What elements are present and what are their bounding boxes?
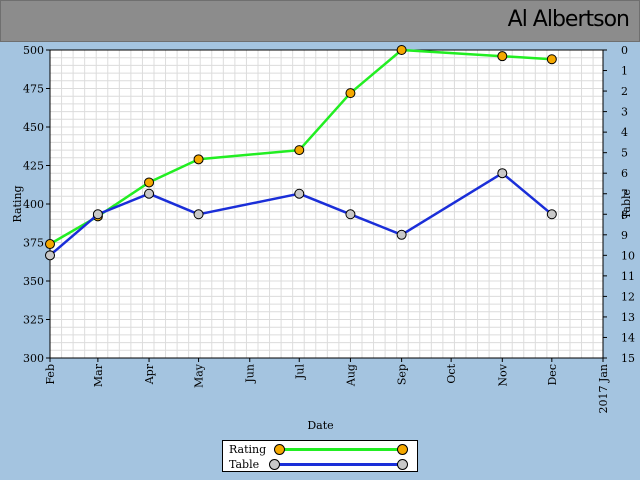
y2-tick-label: 13: [621, 311, 635, 324]
data-point-table: [294, 188, 305, 199]
legend: Rating Table: [222, 440, 418, 472]
x-tick-label: Dec: [546, 364, 559, 386]
y-tick-label: 300: [23, 352, 44, 365]
legend-marker-table: [397, 459, 408, 470]
legend-item-table: Table: [223, 458, 417, 471]
x-tick-label: Jul: [293, 364, 306, 380]
data-point-table: [92, 209, 103, 220]
data-point-rating: [497, 51, 508, 62]
y2-tick-label: 4: [621, 126, 628, 139]
x-tick-label: Aug: [344, 364, 357, 387]
y2-tick-label: 11: [621, 270, 635, 283]
legend-swatch-rating: [279, 448, 401, 451]
legend-label-rating: Rating: [229, 443, 267, 456]
y-axis-ticks: 300 325 350 375 400 425 450 475 500: [23, 44, 50, 365]
y2-tick-label: 7: [621, 188, 628, 201]
data-point-table: [193, 209, 204, 220]
series: [45, 45, 557, 261]
y2-tick-label: 1: [621, 65, 628, 78]
y2-tick-label: 15: [621, 352, 635, 365]
data-point-table: [396, 229, 407, 240]
data-point-rating: [546, 54, 557, 65]
legend-marker-rating: [397, 444, 408, 455]
data-point-table: [546, 209, 557, 220]
legend-label-table: Table: [229, 458, 260, 471]
y-tick-label: 475: [23, 83, 44, 96]
x-tick-label: Oct: [445, 363, 458, 383]
data-point-rating: [193, 154, 204, 165]
y2-tick-label: 5: [621, 147, 628, 160]
x-axis-ticks: Feb Mar Apr May Jun Jul Aug Sep Oct Nov Dec 2017 Ja…: [44, 358, 610, 414]
y2-tick-label: 9: [621, 229, 628, 242]
y2-tick-label: 8: [621, 208, 628, 221]
y2-tick-label: 10: [621, 249, 635, 262]
y2-tick-label: 0: [621, 44, 628, 57]
y2-tick-label: 6: [621, 167, 628, 180]
x-tick-label: Nov: [496, 363, 509, 386]
y2-tick-label: 12: [621, 290, 635, 303]
data-point-rating: [345, 88, 356, 99]
y2-tick-label: 14: [621, 331, 635, 344]
y-tick-label: 500: [23, 44, 44, 57]
y2-tick-label: 2: [621, 85, 628, 98]
legend-item-rating: Rating: [223, 443, 417, 456]
x-tick-label: Apr: [143, 363, 156, 385]
data-point-table: [45, 250, 55, 261]
y-tick-label: 425: [23, 160, 44, 173]
header-bar: Al Albertson: [0, 0, 640, 42]
y2-tick-label: 3: [621, 106, 628, 119]
x-tick-label: Sep: [396, 364, 409, 385]
data-point-table: [144, 188, 155, 199]
data-point-rating: [144, 177, 155, 188]
x-tick-label: May: [193, 363, 206, 388]
x-tick-label: Feb: [44, 364, 57, 385]
y-tick-label: 450: [23, 121, 44, 134]
y2-axis-label: Table: [620, 189, 633, 219]
y-tick-label: 325: [23, 314, 44, 327]
x-tick-label: Mar: [92, 363, 105, 387]
data-point-rating: [294, 145, 305, 156]
data-point-rating: [396, 45, 407, 55]
y-tick-label: 375: [23, 237, 44, 250]
data-point-rating: [45, 239, 55, 250]
legend-marker-table: [269, 459, 280, 470]
y-axis-label: Rating: [11, 185, 24, 222]
legend-marker-rating: [274, 444, 285, 455]
y-tick-label: 400: [23, 198, 44, 211]
header-title: Al Albertson: [507, 7, 630, 32]
data-point-table: [497, 168, 508, 179]
x-axis-label: Date: [307, 419, 333, 432]
legend-swatch-table: [279, 463, 401, 466]
y-tick-label: 350: [23, 275, 44, 288]
x-tick-label: 2017 Jan: [597, 364, 610, 414]
data-point-table: [345, 209, 356, 220]
x-tick-label: Jun: [244, 364, 257, 384]
